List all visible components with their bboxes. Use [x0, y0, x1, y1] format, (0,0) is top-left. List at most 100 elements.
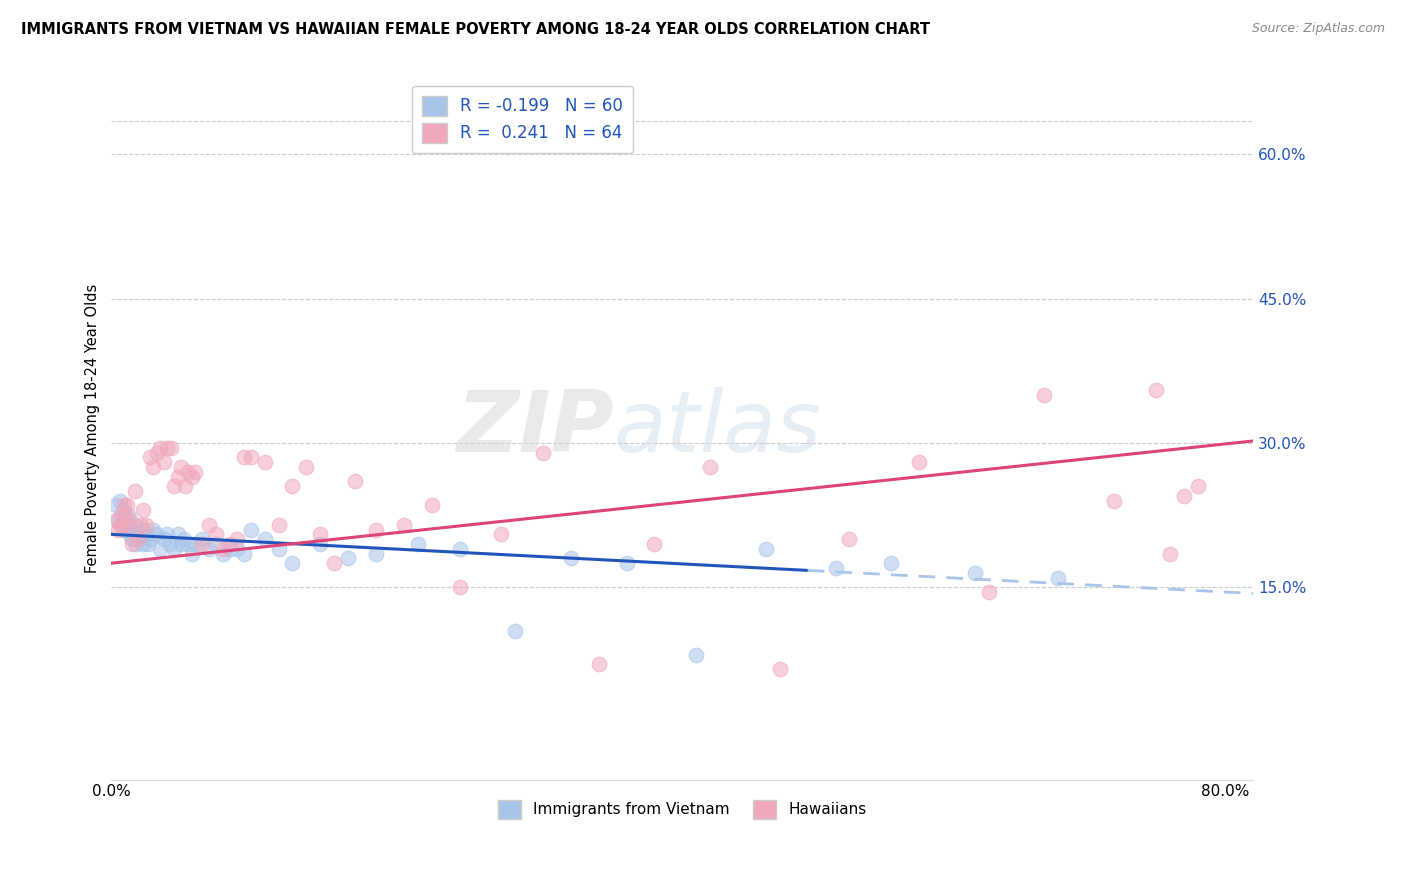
- Point: [963, 566, 986, 580]
- Point: [181, 547, 204, 561]
- Point: [344, 475, 367, 489]
- Point: [449, 580, 471, 594]
- Point: [149, 541, 172, 556]
- Point: [159, 537, 181, 551]
- Point: [163, 541, 186, 556]
- Point: [107, 523, 129, 537]
- Point: [104, 513, 127, 527]
- Point: [135, 527, 157, 541]
- Point: [115, 499, 138, 513]
- Point: [139, 450, 162, 465]
- Point: [163, 479, 186, 493]
- Point: [491, 527, 513, 541]
- Point: [122, 527, 145, 541]
- Point: [769, 662, 792, 676]
- Point: [295, 460, 318, 475]
- Point: [177, 537, 200, 551]
- Point: [644, 537, 666, 551]
- Point: [699, 460, 721, 475]
- Point: [132, 537, 155, 551]
- Point: [111, 503, 134, 517]
- Point: [392, 517, 415, 532]
- Point: [135, 517, 157, 532]
- Point: [124, 483, 146, 498]
- Point: [174, 479, 197, 493]
- Point: [449, 541, 471, 556]
- Point: [142, 460, 165, 475]
- Point: [1173, 489, 1195, 503]
- Point: [218, 537, 240, 551]
- Text: IMMIGRANTS FROM VIETNAM VS HAWAIIAN FEMALE POVERTY AMONG 18-24 YEAR OLDS CORRELA: IMMIGRANTS FROM VIETNAM VS HAWAIIAN FEMA…: [21, 22, 931, 37]
- Point: [167, 527, 190, 541]
- Point: [1033, 388, 1056, 402]
- Point: [253, 455, 276, 469]
- Point: [177, 465, 200, 479]
- Point: [838, 532, 860, 546]
- Point: [114, 513, 136, 527]
- Point: [167, 469, 190, 483]
- Point: [218, 541, 240, 556]
- Point: [170, 460, 193, 475]
- Point: [160, 441, 183, 455]
- Point: [153, 532, 176, 546]
- Point: [156, 527, 179, 541]
- Point: [420, 499, 443, 513]
- Point: [146, 445, 169, 459]
- Point: [121, 532, 143, 546]
- Point: [118, 527, 141, 541]
- Point: [908, 455, 931, 469]
- Point: [281, 556, 304, 570]
- Point: [110, 517, 132, 532]
- Point: [129, 517, 152, 532]
- Point: [239, 523, 262, 537]
- Point: [173, 532, 195, 546]
- Point: [132, 503, 155, 517]
- Text: ZIP: ZIP: [456, 387, 614, 470]
- Point: [1187, 479, 1209, 493]
- Point: [267, 541, 290, 556]
- Point: [211, 541, 233, 556]
- Point: [337, 551, 360, 566]
- Point: [131, 523, 153, 537]
- Point: [1159, 547, 1181, 561]
- Point: [104, 499, 127, 513]
- Point: [267, 517, 290, 532]
- Point: [824, 561, 846, 575]
- Point: [184, 537, 207, 551]
- Point: [232, 450, 254, 465]
- Point: [118, 513, 141, 527]
- Point: [112, 499, 135, 513]
- Point: [128, 532, 150, 546]
- Point: [531, 445, 554, 459]
- Point: [1144, 383, 1167, 397]
- Point: [977, 585, 1000, 599]
- Point: [880, 556, 903, 570]
- Point: [125, 537, 148, 551]
- Point: [124, 517, 146, 532]
- Point: [560, 551, 582, 566]
- Point: [127, 527, 149, 541]
- Point: [110, 508, 132, 522]
- Point: [191, 537, 214, 551]
- Point: [149, 441, 172, 455]
- Point: [117, 517, 139, 532]
- Point: [1102, 493, 1125, 508]
- Point: [120, 523, 142, 537]
- Text: Source: ZipAtlas.com: Source: ZipAtlas.com: [1251, 22, 1385, 36]
- Point: [232, 547, 254, 561]
- Point: [1047, 571, 1070, 585]
- Point: [198, 517, 221, 532]
- Point: [114, 508, 136, 522]
- Point: [181, 469, 204, 483]
- Point: [503, 624, 526, 638]
- Point: [115, 517, 138, 532]
- Point: [145, 527, 167, 541]
- Point: [170, 537, 193, 551]
- Point: [139, 532, 162, 546]
- Point: [225, 541, 247, 556]
- Point: [364, 523, 387, 537]
- Point: [184, 465, 207, 479]
- Legend: Immigrants from Vietnam, Hawaiians: Immigrants from Vietnam, Hawaiians: [492, 794, 873, 824]
- Point: [616, 556, 638, 570]
- Point: [685, 648, 707, 662]
